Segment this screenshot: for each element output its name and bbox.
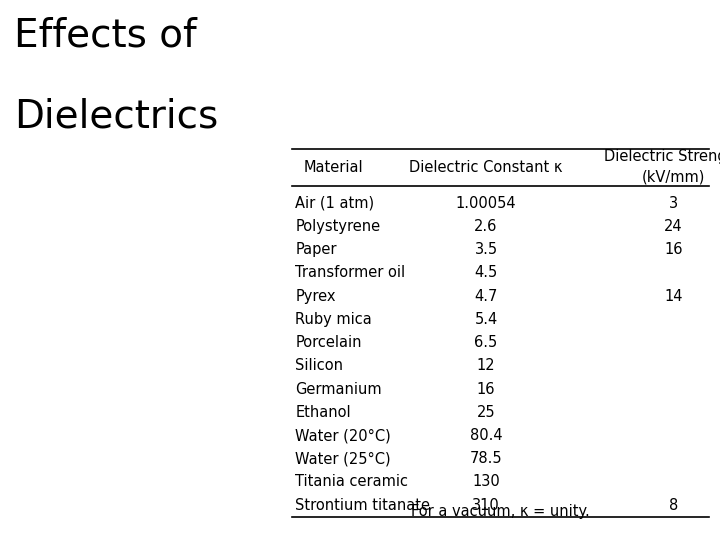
Text: 24: 24 [664, 219, 683, 234]
Text: 3.5: 3.5 [474, 242, 498, 257]
Text: 16: 16 [477, 382, 495, 396]
Text: 78.5: 78.5 [469, 451, 503, 466]
Text: Dielectric Strength: Dielectric Strength [604, 149, 720, 164]
Text: For a vacuum, κ = unity.: For a vacuum, κ = unity. [411, 504, 590, 519]
Text: 130: 130 [472, 475, 500, 489]
Text: Material: Material [304, 160, 363, 175]
Text: 12: 12 [477, 359, 495, 373]
Text: Dielectric Constant κ: Dielectric Constant κ [409, 160, 563, 175]
Text: 3: 3 [669, 196, 678, 211]
Text: 310: 310 [472, 498, 500, 512]
Text: Water (20°C): Water (20°C) [295, 428, 391, 443]
Text: 2.6: 2.6 [474, 219, 498, 234]
Text: Pyrex: Pyrex [295, 289, 336, 303]
Text: Effects of: Effects of [14, 16, 197, 54]
Text: 16: 16 [664, 242, 683, 257]
Text: 14: 14 [664, 289, 683, 303]
Text: 5.4: 5.4 [474, 312, 498, 327]
Text: (kV/mm): (kV/mm) [642, 170, 705, 185]
Text: 80.4: 80.4 [469, 428, 503, 443]
Text: Titania ceramic: Titania ceramic [295, 475, 408, 489]
Text: Air (1 atm): Air (1 atm) [295, 196, 374, 211]
Text: Dielectrics: Dielectrics [14, 97, 219, 135]
Text: 1.00054: 1.00054 [456, 196, 516, 211]
Text: 4.5: 4.5 [474, 266, 498, 280]
Text: Transformer oil: Transformer oil [295, 266, 405, 280]
Text: 6.5: 6.5 [474, 335, 498, 350]
Text: Silicon: Silicon [295, 359, 343, 373]
Text: 4.7: 4.7 [474, 289, 498, 303]
Text: Polystyrene: Polystyrene [295, 219, 380, 234]
Text: Porcelain: Porcelain [295, 335, 361, 350]
Text: Germanium: Germanium [295, 382, 382, 396]
Text: Strontium titanate: Strontium titanate [295, 498, 431, 512]
Text: Water (25°C): Water (25°C) [295, 451, 391, 466]
Text: Paper: Paper [295, 242, 337, 257]
Text: 25: 25 [477, 405, 495, 420]
Text: 8: 8 [669, 498, 678, 512]
Text: Ruby mica: Ruby mica [295, 312, 372, 327]
Text: Ethanol: Ethanol [295, 405, 351, 420]
